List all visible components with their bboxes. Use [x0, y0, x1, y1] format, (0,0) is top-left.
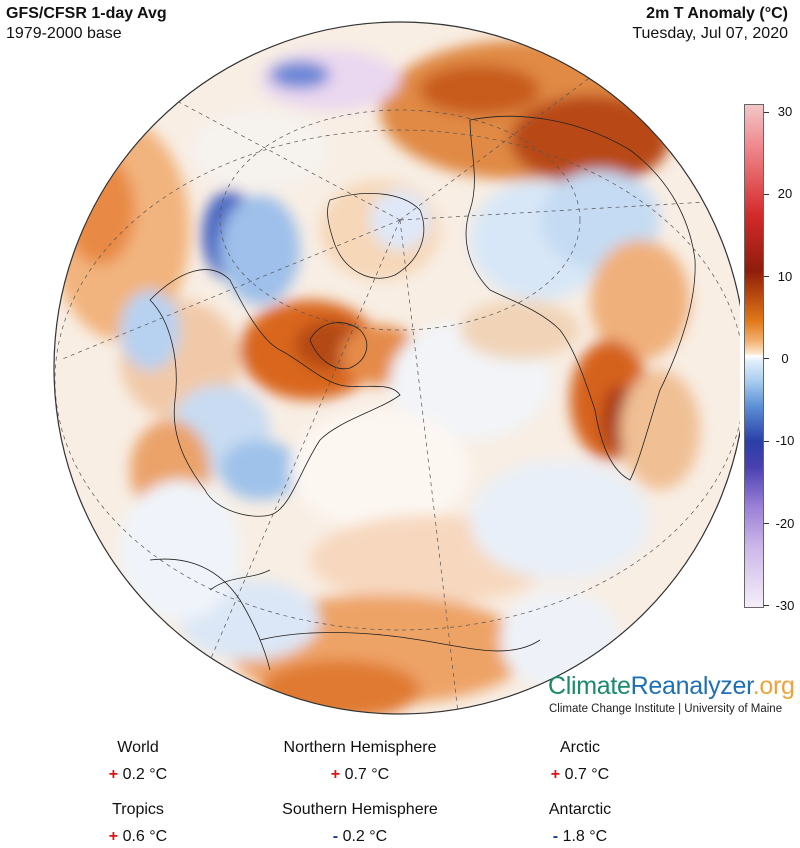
map-title: GFS/CFSR 1-day Avg — [6, 5, 167, 22]
sign-plus: + — [330, 766, 341, 783]
sign-minus: - — [332, 828, 339, 845]
stat-value: 0.6 °C — [122, 828, 168, 845]
map-date: Tuesday, Jul 07, 2020 — [632, 25, 788, 42]
map-baseline: 1979-2000 base — [6, 25, 122, 42]
stat-value: 0.2 °C — [122, 766, 168, 783]
stat-southern-hemisphere: Southern Hemisphere - 0.2 °C — [250, 800, 470, 848]
stat-value: 0.7 °C — [564, 766, 610, 783]
sign-minus: - — [552, 828, 559, 845]
globe-map — [53, 21, 740, 715]
stat-label: World — [117, 739, 159, 756]
coastlines — [149, 115, 696, 671]
stat-label: Southern Hemisphere — [282, 801, 438, 818]
colorbar-tick: -30 — [775, 598, 795, 613]
stat-antarctic: Antarctic - 1.8 °C — [470, 800, 690, 848]
variable-title: 2m T Anomaly (°C) — [646, 5, 788, 22]
stat-tropics: Tropics + 0.6 °C — [28, 800, 248, 848]
colorbar-tick: -10 — [775, 433, 795, 448]
sign-plus: + — [108, 828, 119, 845]
brand-part-reanalyzer: Reanalyzer — [630, 672, 753, 700]
colorbar-tick: 0 — [781, 351, 789, 366]
brand-subtitle: Climate Change Institute | University of… — [549, 703, 783, 715]
colorbar-tick: 10 — [777, 269, 793, 284]
stat-value: 1.8 °C — [562, 828, 608, 845]
globe-outline — [53, 21, 740, 715]
stat-value: 0.7 °C — [344, 766, 390, 783]
brand-part-org: .org — [752, 672, 795, 700]
colorbar-tick: -20 — [775, 516, 795, 531]
brand-part-climate: Climate — [548, 672, 631, 700]
stat-label: Northern Hemisphere — [283, 739, 437, 756]
stat-arctic: Arctic + 0.7 °C — [470, 738, 690, 786]
sign-plus: + — [550, 766, 561, 783]
colorbar-tick: 30 — [777, 104, 793, 119]
brand-logo[interactable]: ClimateReanalyzer.org — [548, 672, 795, 701]
colorbar — [744, 104, 764, 608]
stat-world: World + 0.2 °C — [28, 738, 248, 786]
stat-label: Arctic — [560, 739, 600, 756]
sign-plus: + — [108, 766, 119, 783]
stat-label: Antarctic — [548, 801, 612, 818]
stat-value: 0.2 °C — [342, 828, 388, 845]
stat-label: Tropics — [112, 801, 164, 818]
colorbar-tick: 20 — [777, 186, 793, 201]
stat-northern-hemisphere: Northern Hemisphere + 0.7 °C — [250, 738, 470, 786]
